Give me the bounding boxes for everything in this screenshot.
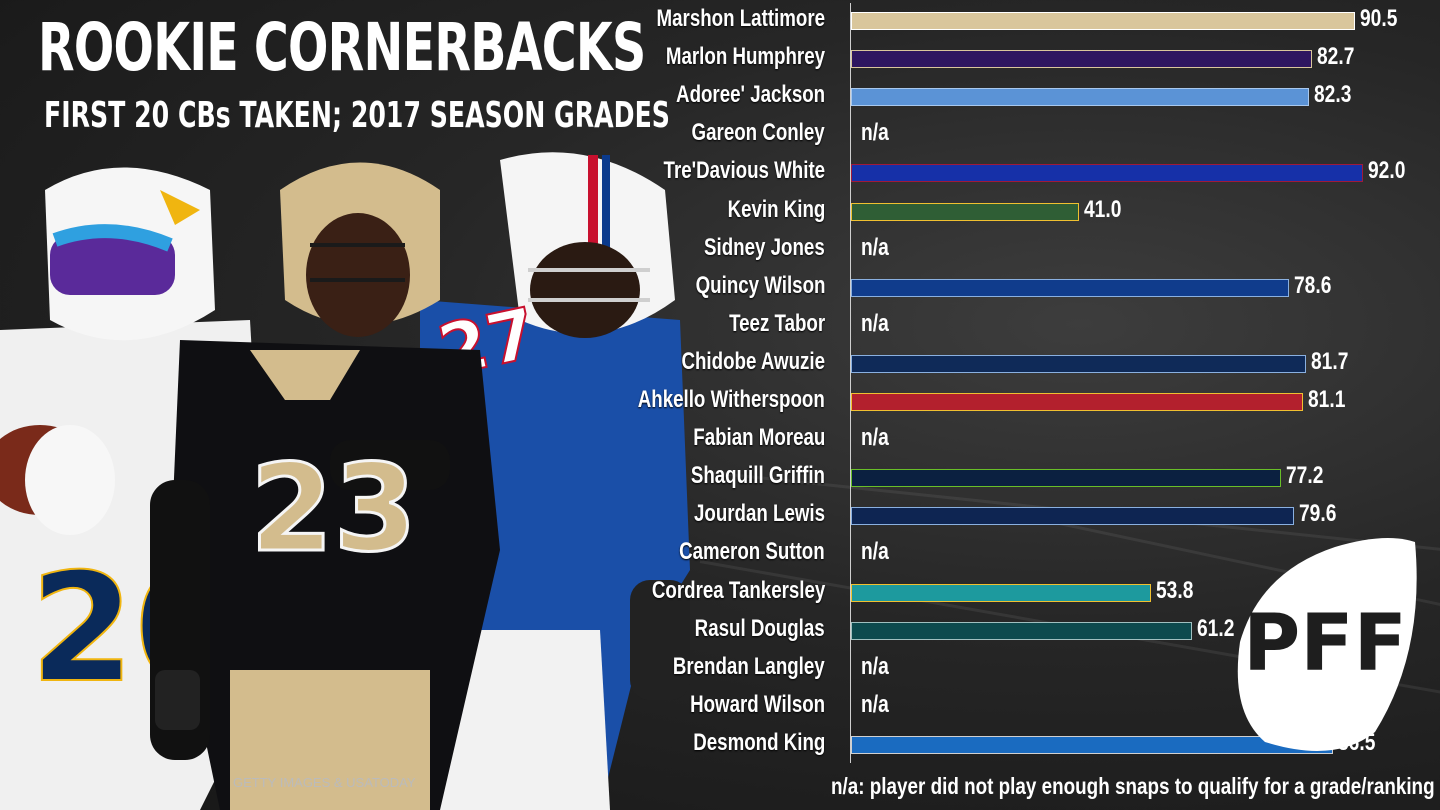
player-photo-composite: 27 20 23 xyxy=(0,152,690,810)
data-label: 81.7 xyxy=(1311,347,1349,375)
chart-row: Brendan Langley n/a xyxy=(0,649,1440,687)
chart-row: Quincy Wilson 78.6 xyxy=(0,268,1440,306)
na-label: n/a xyxy=(861,690,889,718)
bar xyxy=(851,50,1312,69)
chart-row: Ahkello Witherspoon 81.1 xyxy=(0,382,1440,420)
data-label: 90.5 xyxy=(1360,5,1398,32)
category-label: Ahkello Witherspoon xyxy=(637,386,825,413)
chart-row: Fabian Moreau n/a xyxy=(0,420,1440,458)
category-label: Fabian Moreau xyxy=(692,424,825,452)
data-label: 82.7 xyxy=(1316,43,1354,71)
category-label: Marshon Lattimore xyxy=(656,5,825,32)
category-label: Kevin King xyxy=(727,195,825,223)
category-label: Teez Tabor xyxy=(728,309,825,337)
bar xyxy=(851,164,1364,183)
chart-row: Teez Tabor n/a xyxy=(0,306,1440,344)
category-label: Cordrea Tankersley xyxy=(651,576,825,604)
data-label: 61.2 xyxy=(1196,614,1235,642)
pff-logo: PFF xyxy=(1237,538,1417,751)
bar xyxy=(851,583,1151,602)
jersey-number-middle: 23 xyxy=(250,440,417,579)
chart-row: Marlon Humphrey 82.7 xyxy=(0,39,1440,77)
chart-row: Howard Wilson n/a xyxy=(0,687,1440,725)
category-label: Howard Wilson xyxy=(689,690,825,718)
category-label: Sidney Jones xyxy=(704,233,825,261)
chart-row: Tre'Davious White 92.0 xyxy=(0,153,1440,191)
bar xyxy=(851,354,1307,373)
chart-subtitle: FIRST 20 CBs TAKEN; 2017 SEASON GRADES xyxy=(44,95,670,136)
category-label: Marlon Humphrey xyxy=(665,43,825,71)
chart-row: Gareon Conley n/a xyxy=(0,115,1440,153)
pff-logo-text: PFF xyxy=(1243,599,1407,689)
na-label: n/a xyxy=(861,233,889,261)
data-label: 53.8 xyxy=(1155,576,1194,604)
data-label: 79.6 xyxy=(1299,500,1337,528)
chart-row: Rasul Douglas 61.2 xyxy=(0,611,1440,649)
bar xyxy=(851,393,1303,411)
category-label: Adoree' Jackson xyxy=(675,81,825,109)
footnote: n/a: player did not play enough snaps to… xyxy=(831,773,1435,799)
data-label: 81.1 xyxy=(1307,386,1346,413)
data-label: 41.0 xyxy=(1084,195,1122,223)
na-label: n/a xyxy=(861,424,889,452)
chart-axis-line xyxy=(850,3,851,763)
data-label: 78.6 xyxy=(1293,271,1332,299)
category-label: Gareon Conley xyxy=(691,119,825,147)
category-label: Chidobe Awuzie xyxy=(681,347,825,375)
data-label: 92.0 xyxy=(1368,157,1406,185)
category-label: Shaquill Griffin xyxy=(690,462,825,490)
chart-row: Shaquill Griffin 77.2 xyxy=(0,458,1440,496)
chart-row: Sidney Jones n/a xyxy=(0,230,1440,268)
category-label: Tre'Davious White xyxy=(663,157,825,185)
bar xyxy=(851,12,1356,30)
category-label: Brendan Langley xyxy=(673,652,825,680)
bar xyxy=(851,202,1080,221)
chart-title: ROOKIE CORNERBACKS xyxy=(38,9,646,86)
chart-row: Kevin King 41.0 xyxy=(0,192,1440,230)
category-label: Rasul Douglas xyxy=(694,614,825,642)
na-label: n/a xyxy=(861,309,889,337)
chart-row: Adoree' Jackson 82.3 xyxy=(0,77,1440,115)
bar xyxy=(851,278,1289,297)
na-label: n/a xyxy=(861,119,889,147)
bar xyxy=(851,507,1295,526)
chart-row: Chidobe Awuzie 81.7 xyxy=(0,344,1440,382)
data-label: 82.3 xyxy=(1314,81,1352,109)
saints-player-figure: 23 xyxy=(150,162,500,810)
category-label: Cameron Sutton xyxy=(679,538,825,566)
chart-row: Marshon Lattimore 90.5 xyxy=(0,1,1440,39)
chart-row: Cameron Sutton n/a xyxy=(0,534,1440,572)
bar xyxy=(851,621,1192,640)
photo-credit: GETTY IMAGES & USATODAY xyxy=(233,775,416,790)
data-label: 77.2 xyxy=(1286,462,1324,490)
bar xyxy=(851,88,1310,107)
bar xyxy=(851,469,1281,488)
na-label: n/a xyxy=(861,652,889,680)
chart-row: Desmond King86.5 xyxy=(0,725,1440,763)
category-label: Jourdan Lewis xyxy=(693,500,825,528)
chart-row: Jourdan Lewis 79.6 xyxy=(0,496,1440,534)
category-label: Desmond King xyxy=(692,728,825,756)
category-label: Quincy Wilson xyxy=(695,271,825,299)
chart-row: Cordrea Tankersley 53.8 xyxy=(0,573,1440,611)
na-label: n/a xyxy=(861,538,889,566)
